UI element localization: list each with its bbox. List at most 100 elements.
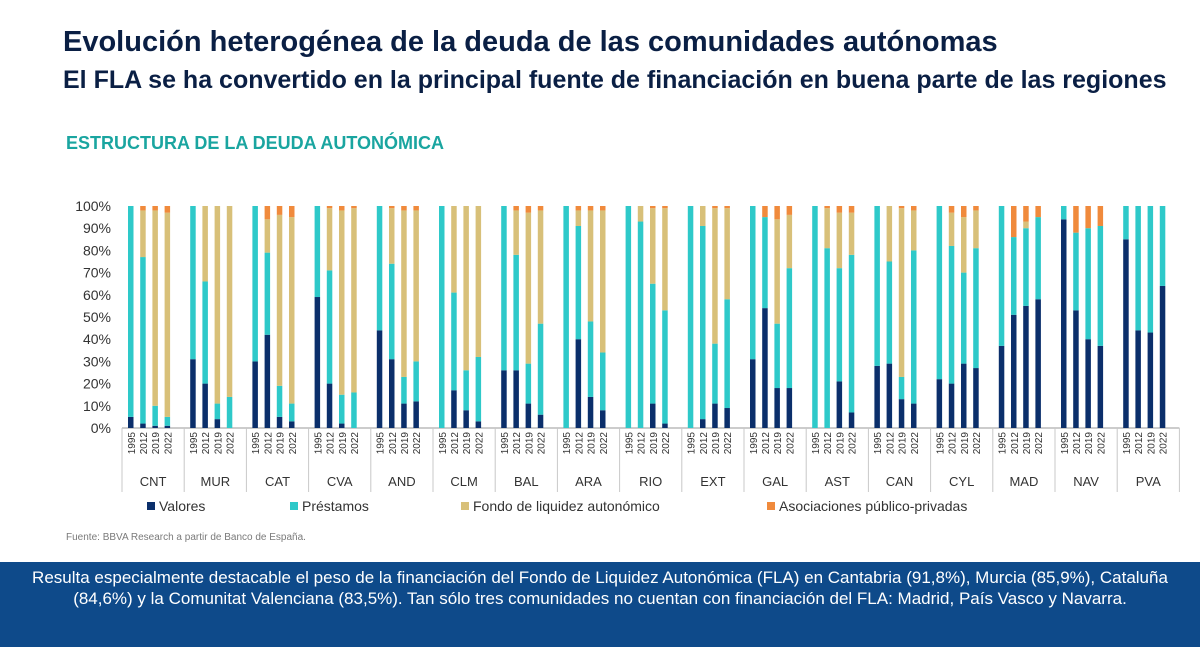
- bar-segment: [1023, 206, 1029, 222]
- x-tick-year: 2012: [948, 432, 959, 455]
- x-tick-year: 1995: [1122, 432, 1133, 455]
- x-tick-year: 2019: [400, 432, 411, 455]
- bar-segment: [948, 212, 955, 246]
- bar-segment: [1035, 217, 1041, 300]
- bar-segment: [786, 388, 793, 428]
- bar-segment: [264, 334, 271, 428]
- bar-segment: [451, 206, 457, 293]
- bar-segment: [712, 403, 718, 428]
- bar-segment: [973, 368, 979, 428]
- bar-segment: [376, 330, 383, 428]
- bar-segment: [898, 208, 905, 377]
- bar-segment: [351, 206, 357, 209]
- bar-segment: [911, 206, 917, 211]
- bar-segment: [264, 252, 271, 335]
- bar-segment: [401, 206, 407, 211]
- bar-segment: [961, 363, 967, 428]
- bar-segment: [600, 210, 606, 353]
- x-tick-year: 1995: [438, 432, 449, 455]
- bar-segment: [1085, 228, 1091, 340]
- x-tick-year: 2012: [699, 432, 710, 455]
- x-tick-year: 2019: [711, 432, 722, 455]
- bar-segment: [1123, 239, 1129, 428]
- y-tick-label: 80%: [83, 242, 111, 258]
- bar-segment: [1023, 221, 1029, 229]
- bar-segment: [513, 254, 519, 371]
- bar-segment: [525, 206, 532, 213]
- x-tick-year: 2022: [288, 432, 299, 455]
- bar-segment: [463, 206, 469, 371]
- x-tick-year: 2012: [139, 432, 150, 455]
- bar-segment: [525, 363, 532, 404]
- x-tick-year: 2022: [1096, 432, 1107, 455]
- bar-segment: [587, 206, 594, 211]
- bar-segment: [973, 210, 979, 249]
- x-tick-year: 2019: [587, 432, 598, 455]
- bar-segment: [164, 416, 171, 426]
- bar-segment: [140, 423, 146, 428]
- legend-label: Fondo de liquidez autonómico: [473, 498, 660, 514]
- bar-segment: [537, 414, 544, 428]
- bar-segment: [812, 206, 818, 428]
- y-tick-label: 70%: [83, 265, 111, 281]
- bar-segment: [214, 419, 221, 428]
- bar-segment: [513, 206, 519, 211]
- bar-segment: [264, 206, 271, 220]
- bar-segment: [451, 390, 457, 428]
- bar-segment: [836, 268, 843, 382]
- x-tick-year: 1995: [1060, 432, 1071, 455]
- bar-segment: [948, 383, 955, 428]
- x-tick-year: 2022: [599, 432, 610, 455]
- y-tick-label: 30%: [83, 353, 111, 369]
- group-label: PVA: [1136, 474, 1161, 489]
- bar-segment: [786, 268, 793, 389]
- x-tick-year: 2019: [1146, 432, 1157, 455]
- group-label: BAL: [514, 474, 539, 489]
- x-tick-year: 2019: [898, 432, 909, 455]
- bar-segment: [164, 212, 171, 417]
- bar-segment: [712, 206, 718, 209]
- bar-segment: [1011, 314, 1017, 428]
- x-tick-year: 1995: [251, 432, 262, 455]
- bar-segment: [252, 206, 258, 362]
- bar-segment: [389, 208, 395, 264]
- bar-segment: [475, 421, 482, 428]
- bar-segment: [824, 248, 830, 428]
- footer-text: Resulta especialmente destacable el peso…: [32, 568, 1168, 608]
- bar-segment: [326, 383, 333, 428]
- bar-segment: [202, 281, 208, 384]
- bar-segment: [587, 210, 594, 322]
- bar-segment: [475, 206, 482, 357]
- group-label: CVA: [327, 474, 353, 489]
- x-tick-year: 2019: [960, 432, 971, 455]
- bar-segment: [886, 261, 893, 364]
- bar-segment: [264, 219, 271, 253]
- x-tick-year: 1995: [687, 432, 698, 455]
- group-label: ARA: [575, 474, 602, 489]
- bar-segment: [289, 206, 295, 218]
- bar-segment: [164, 425, 171, 428]
- bar-segment: [724, 206, 730, 209]
- bar-segment: [214, 206, 221, 404]
- bar-segment: [948, 206, 955, 213]
- x-tick-year: 2019: [835, 432, 846, 455]
- x-tick-year: 1995: [998, 432, 1009, 455]
- bar-segment: [501, 370, 507, 428]
- bar-segment: [774, 206, 780, 220]
- bar-segment: [1147, 332, 1154, 428]
- bar-segment: [152, 206, 158, 211]
- bar-segment: [700, 225, 706, 420]
- x-tick-year: 2012: [823, 432, 834, 455]
- bar-segment: [1097, 206, 1104, 226]
- bar-segment: [190, 359, 196, 428]
- group-label: AND: [388, 474, 415, 489]
- group-label: RIO: [639, 474, 662, 489]
- x-tick-year: 2012: [1072, 432, 1083, 455]
- bar-segment: [513, 210, 519, 255]
- y-tick-label: 40%: [83, 331, 111, 347]
- bar-segment: [724, 408, 730, 428]
- group-label: CYL: [949, 474, 974, 489]
- bar-segment: [786, 206, 793, 215]
- x-tick-year: 1995: [127, 432, 138, 455]
- x-tick-year: 2012: [450, 432, 461, 455]
